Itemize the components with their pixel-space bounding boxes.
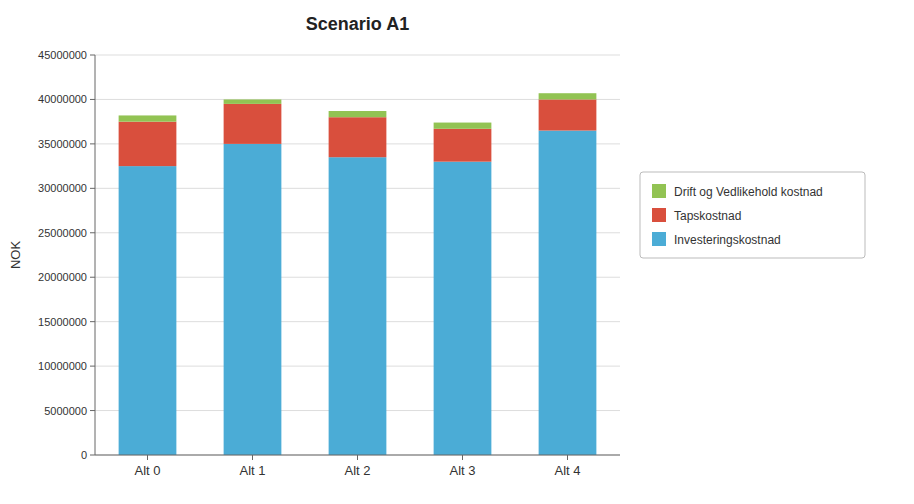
bar-segment (434, 129, 492, 162)
tick-label: Alt 4 (554, 463, 580, 478)
legend-label: Tapskostnad (674, 209, 741, 223)
tick-mark (147, 455, 148, 460)
bars (119, 93, 597, 455)
tick-mark (90, 321, 95, 322)
bar-segment (329, 117, 387, 157)
tick-label: 35000000 (38, 138, 87, 150)
grid-line (95, 55, 620, 56)
bar-segment (119, 115, 177, 121)
tick-mark (90, 232, 95, 233)
tick-mark (567, 455, 568, 460)
legend-swatch (652, 232, 666, 246)
tick-label: 15000000 (38, 316, 87, 328)
background (0, 0, 914, 504)
bar-segment (224, 144, 282, 455)
legend-label: Drift og Vedlikehold kostnad (674, 185, 823, 199)
bar-segment (539, 99, 597, 130)
legend-swatch (652, 208, 666, 222)
tick-label: 10000000 (38, 360, 87, 372)
bar-segment (224, 99, 282, 103)
tick-mark (462, 455, 463, 460)
bar-segment (539, 93, 597, 99)
tick-label: 20000000 (38, 271, 87, 283)
axis-label: NOK (8, 241, 23, 270)
bar-segment (329, 111, 387, 117)
tick-mark (90, 366, 95, 367)
tick-mark (357, 455, 358, 460)
tick-mark (90, 410, 95, 411)
tick-mark (90, 143, 95, 144)
tick-label: 40000000 (38, 93, 87, 105)
y-axis-line (95, 55, 96, 455)
legend: Drift og Vedlikehold kostnad Tapskostnad I… (640, 172, 865, 258)
bar-segment (434, 162, 492, 455)
legend-label: Investeringskostnad (674, 233, 781, 247)
tick-label: Alt 2 (344, 463, 370, 478)
bar-segment (539, 131, 597, 455)
tick-label: 0 (81, 449, 87, 461)
tick-mark (90, 455, 95, 456)
tick-label: 25000000 (38, 227, 87, 239)
tick-mark (90, 99, 95, 100)
tick-label: 5000000 (44, 405, 87, 417)
tick-mark (90, 277, 95, 278)
tick-label: Alt 0 (134, 463, 160, 478)
x-axis: Alt 0 Alt 1 Alt 2 Alt 3 Alt 4 (134, 455, 580, 478)
bar-segment (434, 123, 492, 129)
chart: Scenario A1 0 5000000 10000000 15000000 20000… (0, 0, 914, 504)
tick-mark (90, 188, 95, 189)
legend-box (640, 172, 865, 258)
tick-mark (90, 55, 95, 56)
tick-label: 45000000 (38, 49, 87, 61)
bar-segment (329, 157, 387, 455)
tick-label: 30000000 (38, 182, 87, 194)
tick-label: Alt 3 (449, 463, 475, 478)
tick-mark (252, 455, 253, 460)
title: Scenario A1 (306, 14, 409, 34)
bar-segment (119, 166, 177, 455)
tick-label: Alt 1 (239, 463, 265, 478)
bar-segment (224, 104, 282, 144)
legend-swatch (652, 184, 666, 198)
bar-segment (119, 122, 177, 166)
y-axis: 0 5000000 10000000 15000000 20000000 25000000… (38, 49, 620, 461)
